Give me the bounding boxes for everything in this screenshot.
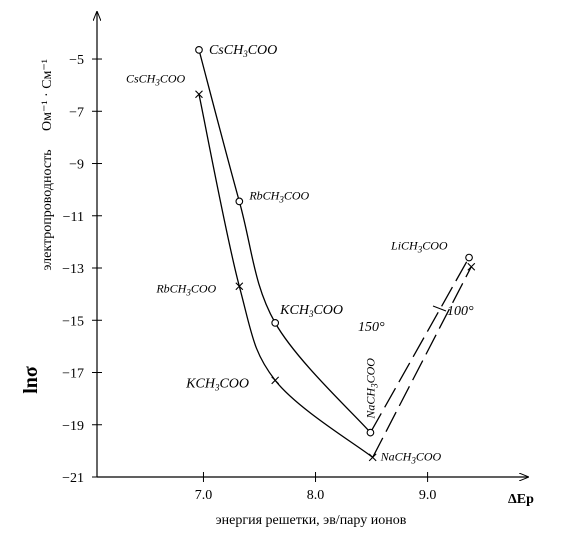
x-axis-label: энергия решетки, эв/пару ионов (216, 513, 407, 528)
data-point (235, 282, 244, 291)
data-point (271, 319, 280, 327)
y-tick-label: −11 (63, 210, 84, 225)
x-tick-label: 8.0 (307, 488, 325, 503)
y-tick-label: −7 (69, 105, 84, 120)
series-label-150: 150° (358, 320, 385, 335)
series-leader-line (432, 305, 447, 312)
point-label: KCH3COO (279, 303, 343, 319)
y-tick-label: −5 (69, 53, 84, 68)
data-point (467, 262, 476, 271)
cross-stroke (235, 282, 244, 291)
x-tick-label: 9.0 (419, 488, 437, 503)
series-markers (195, 46, 476, 462)
data-point (235, 197, 244, 206)
series-line-solid-2 (198, 94, 374, 458)
point-label: LiCH3COO (390, 239, 448, 255)
y-axis-symbol: lnσ (20, 366, 42, 394)
y-tick-label: −15 (62, 314, 84, 329)
series-line-dashed-1 (369, 257, 470, 433)
data-point (195, 46, 203, 54)
series-line-solid-1 (198, 49, 371, 434)
point-label: KCH3COO (185, 376, 249, 392)
point-label: NaCH3COO (380, 449, 442, 465)
y-axis-label: электропроводность (40, 149, 55, 270)
x-tick-label: 7.0 (195, 488, 213, 503)
cross-stroke (467, 262, 476, 271)
series-lines (198, 49, 472, 458)
x-axis-symbol: ΔEp (508, 492, 534, 507)
axis-titles: энергия решетки, эв/пару ионов ΔEp lnσ элек… (20, 59, 534, 528)
y-tick-label: −17 (62, 367, 84, 382)
point-label: RbCH3COO (248, 188, 309, 204)
series-label-100: 100° (447, 304, 474, 319)
cross-stroke (368, 453, 377, 462)
data-point (465, 253, 473, 262)
y-tick-label: −13 (62, 262, 84, 277)
data-point (271, 376, 280, 385)
data-point (195, 90, 203, 99)
data-point (366, 428, 375, 437)
data-point (368, 453, 377, 462)
y-tick-label: −9 (69, 158, 84, 173)
axis-ticks: −5 −7 −9 −11 −13 −15 −17 −19 −21 7.0 8.0 9.0 (62, 53, 436, 503)
point-label: CsCH3COO (126, 71, 186, 87)
series-line-dashed-2 (372, 266, 472, 458)
cross-stroke (271, 376, 280, 385)
cross-stroke (195, 90, 203, 99)
y-tick-label: −19 (62, 419, 84, 434)
point-label: CsCH3COO (209, 43, 277, 59)
y-tick-label: −21 (62, 471, 84, 486)
point-label: RbCH3COO (155, 281, 216, 297)
point-label: NaCH3COO (363, 358, 379, 420)
point-labels: CsCH3COO RbCH3COO KCH3COO NaCH3COO LiCH3COO C… (126, 43, 474, 466)
y-axis-units: Ом⁻¹ · См⁻¹ (40, 59, 55, 131)
